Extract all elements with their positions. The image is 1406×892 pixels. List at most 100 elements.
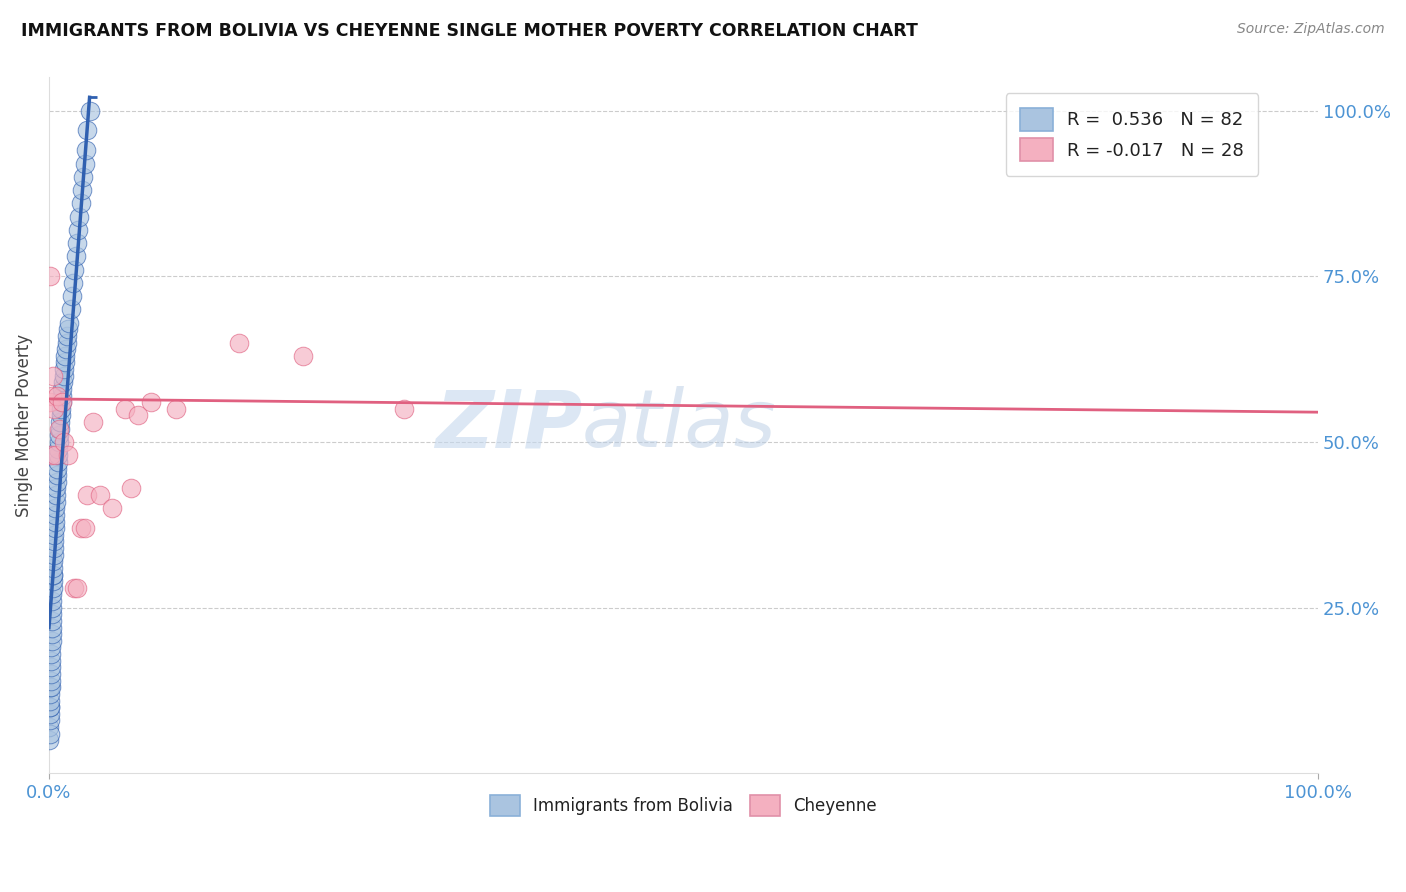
Point	[48, 422, 70, 436]
Point	[53, 355, 76, 369]
Point	[56, 322, 79, 336]
Point	[73, 156, 96, 170]
Point	[114, 401, 136, 416]
Point	[38, 733, 60, 747]
Point	[46, 448, 69, 462]
Point	[76, 123, 98, 137]
Point	[46, 455, 69, 469]
Point	[41, 594, 63, 608]
Point	[46, 461, 69, 475]
Point	[51, 395, 73, 409]
Point	[52, 376, 75, 390]
Point	[63, 581, 86, 595]
Point	[38, 714, 60, 728]
Point	[53, 362, 76, 376]
Point	[55, 342, 77, 356]
Point	[101, 501, 124, 516]
Point	[53, 435, 76, 450]
Point	[41, 600, 63, 615]
Point	[42, 567, 65, 582]
Point	[55, 335, 77, 350]
Point	[139, 395, 162, 409]
Point	[56, 448, 79, 462]
Point	[41, 627, 63, 641]
Point	[44, 515, 66, 529]
Point	[62, 276, 84, 290]
Point	[51, 382, 73, 396]
Point	[48, 442, 70, 456]
Point	[73, 521, 96, 535]
Point	[38, 720, 60, 734]
Y-axis label: Single Mother Poverty: Single Mother Poverty	[15, 334, 32, 517]
Point	[65, 249, 87, 263]
Point	[121, 482, 143, 496]
Point	[39, 680, 62, 694]
Point	[45, 482, 67, 496]
Point	[69, 196, 91, 211]
Text: IMMIGRANTS FROM BOLIVIA VS CHEYENNE SINGLE MOTHER POVERTY CORRELATION CHART: IMMIGRANTS FROM BOLIVIA VS CHEYENNE SING…	[21, 22, 918, 40]
Point	[38, 726, 60, 740]
Point	[42, 368, 65, 383]
Point	[39, 667, 62, 681]
Point	[41, 587, 63, 601]
Point	[41, 389, 63, 403]
Point	[51, 395, 73, 409]
Point	[41, 633, 63, 648]
Legend: Immigrants from Bolivia, Cheyenne: Immigrants from Bolivia, Cheyenne	[482, 786, 886, 824]
Point	[48, 428, 70, 442]
Point	[79, 103, 101, 118]
Point	[66, 581, 89, 595]
Point	[49, 415, 72, 429]
Point	[44, 521, 66, 535]
Point	[76, 488, 98, 502]
Point	[42, 561, 65, 575]
Point	[41, 614, 63, 628]
Point	[39, 693, 62, 707]
Point	[58, 316, 80, 330]
Point	[48, 435, 70, 450]
Point	[82, 415, 104, 429]
Point	[42, 541, 65, 555]
Point	[228, 335, 250, 350]
Point	[39, 700, 62, 714]
Point	[39, 395, 62, 409]
Point	[42, 554, 65, 568]
Point	[39, 647, 62, 661]
Point	[66, 236, 89, 251]
Point	[39, 269, 62, 284]
Point	[56, 329, 79, 343]
Point	[39, 687, 62, 701]
Point	[75, 144, 97, 158]
Point	[69, 521, 91, 535]
Point	[41, 621, 63, 635]
Point	[60, 289, 83, 303]
Point	[51, 389, 73, 403]
Point	[49, 401, 72, 416]
Point	[45, 389, 67, 403]
Point	[38, 706, 60, 721]
Point	[41, 640, 63, 655]
Point	[39, 680, 62, 694]
Point	[52, 368, 75, 383]
Point	[291, 349, 314, 363]
Point	[44, 528, 66, 542]
Text: ZIP: ZIP	[434, 386, 582, 465]
Point	[67, 210, 90, 224]
Point	[42, 567, 65, 582]
Point	[42, 574, 65, 589]
Point	[42, 534, 65, 549]
Point	[45, 475, 67, 489]
Point	[89, 488, 111, 502]
Point	[70, 183, 93, 197]
Point	[41, 607, 63, 622]
Point	[42, 548, 65, 562]
Point	[72, 169, 94, 184]
Text: Source: ZipAtlas.com: Source: ZipAtlas.com	[1237, 22, 1385, 37]
Point	[45, 488, 67, 502]
Point	[39, 700, 62, 714]
Point	[39, 673, 62, 688]
Point	[42, 401, 65, 416]
Point	[55, 349, 77, 363]
Point	[394, 401, 416, 416]
Point	[39, 448, 62, 462]
